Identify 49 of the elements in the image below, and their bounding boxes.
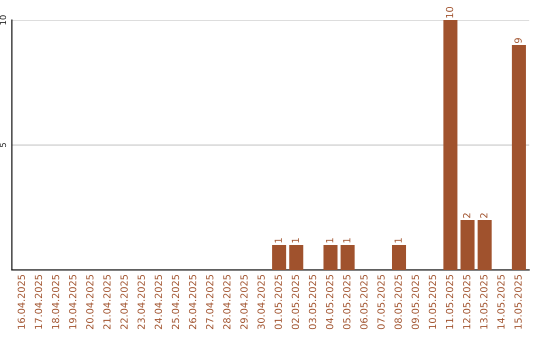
x-tick-label: 12.05.2025: [463, 274, 470, 329]
x-tick-label: 08.05.2025: [394, 274, 402, 330]
bar: [272, 244, 286, 270]
x-tick-label: 03.05.2025: [308, 274, 316, 330]
x-tick-label: 23.04.2025: [138, 274, 145, 330]
x-tick-label: 26.04.2025: [188, 274, 196, 330]
x-tick-label: 19.04.2025: [69, 274, 76, 329]
bar: [323, 244, 338, 270]
bar: [460, 220, 475, 270]
x-tick-label: 16.04.2025: [18, 274, 25, 329]
bar: [340, 244, 355, 270]
x-tick-label: 20.04.2025: [86, 274, 94, 330]
x-tick-label: 22.04.2025: [120, 274, 128, 330]
bar: [392, 244, 406, 270]
data-label: 1: [292, 238, 299, 243]
x-tick-label: 21.04.2025: [103, 274, 111, 330]
bar: [512, 45, 526, 270]
x-tick-label: 27.04.2025: [206, 274, 214, 330]
bar: [478, 220, 492, 270]
x-tick-label: 28.04.2025: [223, 274, 231, 330]
x-tick-label: 01.05.2025: [274, 274, 282, 330]
data-label: 9: [514, 38, 522, 44]
x-tick-label: 17.04.2025: [34, 274, 42, 329]
bar: [443, 20, 458, 270]
x-tick-label: 25.04.2025: [172, 274, 180, 330]
x-tick-label: 24.04.2025: [154, 274, 162, 330]
y-tick-label: 5: [0, 143, 6, 148]
x-tick-label: 10.05.2025: [428, 274, 436, 329]
x-tick-label: 11.05.2025: [446, 274, 454, 329]
data-label: 1: [274, 238, 282, 243]
x-tick-label: 29.04.2025: [240, 274, 248, 330]
x-tick-label: 04.05.2025: [326, 274, 334, 330]
x-tick-label: 14.05.2025: [497, 274, 505, 329]
x-tick-label: 02.05.2025: [292, 274, 300, 330]
data-label: 1: [343, 238, 350, 243]
x-tick-label: 09.05.2025: [412, 274, 419, 330]
x-tick-label: 05.05.2025: [343, 274, 350, 330]
data-label: 2: [463, 213, 470, 218]
bar: [289, 244, 304, 270]
x-tick-label: 06.05.2025: [360, 274, 368, 330]
x-tick-label: 18.04.2025: [52, 274, 60, 329]
data-label: 2: [480, 213, 488, 218]
x-tick-label: 13.05.2025: [480, 274, 488, 329]
x-tick-label: 07.05.2025: [377, 274, 385, 330]
x-tick-label: 15.05.2025: [514, 274, 522, 329]
data-label: 1: [326, 238, 334, 243]
data-label: 10: [446, 6, 454, 18]
x-tick-label: 30.04.2025: [257, 274, 265, 330]
data-label: 1: [394, 238, 402, 243]
